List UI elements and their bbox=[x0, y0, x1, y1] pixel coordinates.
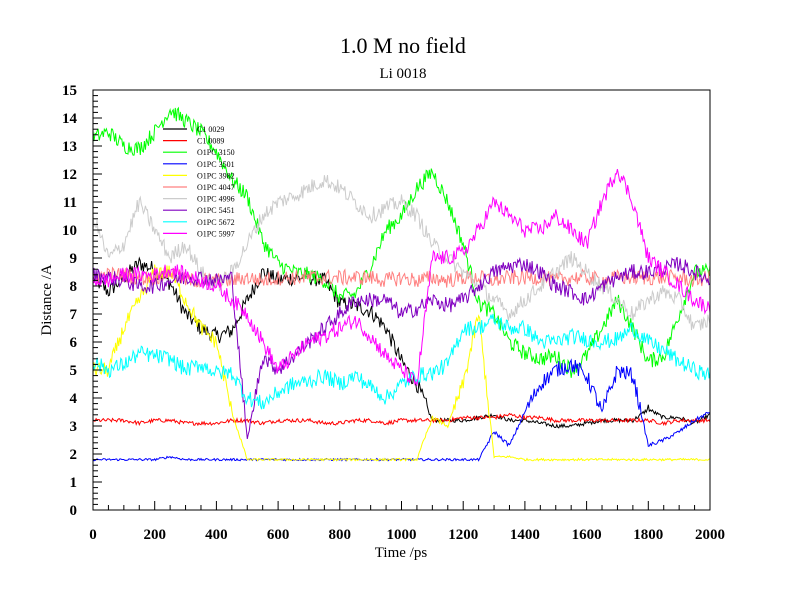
y-tick-label: 15 bbox=[62, 83, 77, 99]
legend-label: O1PC 5672 bbox=[197, 218, 235, 227]
y-tick-label: 4 bbox=[70, 391, 78, 407]
axis-ticks: 0 200 400 600 800 1000 1200 1400 1600 1800 2000012… bbox=[62, 83, 725, 543]
legend: C1 0029 C1 0089 O1PC 3150 O1PC 3501 O1PC 398… bbox=[163, 125, 235, 238]
y-tick-label: 7 bbox=[70, 307, 78, 323]
x-tick-label: 200 bbox=[143, 527, 166, 543]
y-tick-label: 3 bbox=[70, 419, 78, 435]
x-tick-label: 0 bbox=[89, 527, 97, 543]
legend-label: C1 0029 bbox=[197, 125, 224, 134]
series-layer bbox=[92, 106, 711, 462]
x-tick-label: 400 bbox=[205, 527, 228, 543]
y-tick-label: 5 bbox=[70, 363, 78, 379]
legend-label: O1PC 3150 bbox=[197, 148, 235, 157]
legend-label: O1PC 5997 bbox=[197, 229, 235, 238]
x-tick-label: 1000 bbox=[387, 527, 417, 543]
x-tick-label: 1800 bbox=[633, 527, 663, 543]
series-line-o1pc-4047 bbox=[92, 265, 711, 290]
chart-title: 1.0 M no field bbox=[340, 33, 466, 58]
legend-label: O1PC 5451 bbox=[197, 206, 235, 215]
series-line-o1pc-3982 bbox=[92, 264, 711, 462]
y-tick-label: 12 bbox=[62, 167, 77, 183]
series-line-o1pc-3150 bbox=[92, 106, 711, 378]
series-line-c1-0029 bbox=[92, 256, 711, 429]
x-tick-label: 1200 bbox=[448, 527, 478, 543]
legend-label: C1 0089 bbox=[197, 137, 224, 146]
y-tick-label: 2 bbox=[70, 447, 78, 463]
legend-label: O1PC 4047 bbox=[197, 183, 235, 192]
x-tick-label: 1600 bbox=[572, 527, 602, 543]
series-line-o1pc-5997 bbox=[92, 169, 711, 387]
x-tick-label: 2000 bbox=[695, 527, 725, 543]
series-line-c1-0089 bbox=[92, 412, 711, 427]
series-line-o1pc-4996 bbox=[92, 175, 711, 331]
y-tick-label: 13 bbox=[62, 139, 77, 155]
legend-label: O1PC 3501 bbox=[197, 160, 235, 169]
y-tick-label: 14 bbox=[62, 111, 78, 127]
x-tick-label: 800 bbox=[329, 527, 352, 543]
y-axis-label: Distance /A bbox=[39, 264, 55, 335]
chart-subtitle: Li 0018 bbox=[379, 66, 426, 82]
y-tick-label: 9 bbox=[70, 251, 78, 267]
legend-label: O1PC 4996 bbox=[197, 195, 235, 204]
series-line-o1pc-3501 bbox=[92, 358, 711, 462]
x-axis-label: Time /ps bbox=[375, 545, 428, 561]
series-line-o1pc-5451 bbox=[92, 256, 711, 439]
y-tick-label: 0 bbox=[70, 503, 78, 519]
y-tick-label: 10 bbox=[62, 223, 77, 239]
y-tick-label: 8 bbox=[70, 279, 78, 295]
x-tick-label: 1400 bbox=[510, 527, 540, 543]
x-tick-label: 600 bbox=[267, 527, 290, 543]
y-tick-label: 6 bbox=[70, 335, 78, 351]
series-line-o1pc-5672 bbox=[92, 313, 711, 410]
y-tick-label: 1 bbox=[70, 475, 78, 491]
y-tick-label: 11 bbox=[63, 195, 77, 211]
legend-label: O1PC 3982 bbox=[197, 171, 235, 180]
